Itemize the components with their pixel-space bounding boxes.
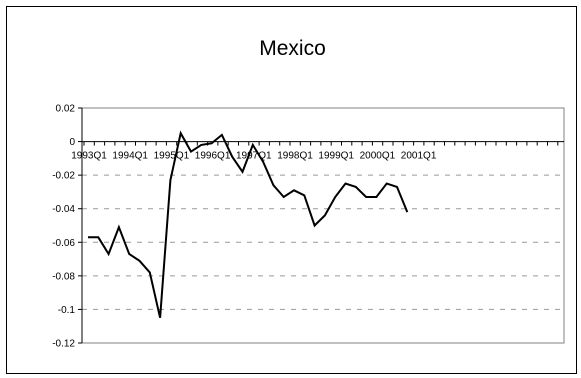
x-tick-label: 1995Q1 — [154, 151, 190, 162]
y-tick-label: -0.04 — [52, 204, 75, 215]
x-tick-label: 1998Q1 — [277, 151, 313, 162]
x-tick-label: 2000Q1 — [360, 151, 396, 162]
y-tick-label: 0 — [69, 137, 75, 148]
x-tick-label: 1999Q1 — [318, 151, 354, 162]
y-tick-label: -0.1 — [58, 305, 76, 316]
x-tick-label: 1996Q1 — [195, 151, 231, 162]
series-line — [88, 130, 409, 319]
y-tick-label: -0.12 — [52, 339, 75, 350]
x-tick-label: 1994Q1 — [112, 151, 148, 162]
x-tick-label: 1993Q1 — [71, 151, 107, 162]
x-tick-label: 2001Q1 — [401, 151, 437, 162]
chart-frame: Mexico — [6, 6, 577, 374]
y-tick-label: 0.02 — [56, 104, 76, 115]
plot-area — [81, 107, 565, 344]
y-tick-label: -0.02 — [52, 171, 75, 182]
y-tick-label: -0.08 — [52, 271, 75, 282]
y-tick-label: -0.06 — [52, 238, 75, 249]
chart-title: Mexico — [259, 37, 326, 60]
x-tick-label: 1997Q1 — [236, 151, 272, 162]
